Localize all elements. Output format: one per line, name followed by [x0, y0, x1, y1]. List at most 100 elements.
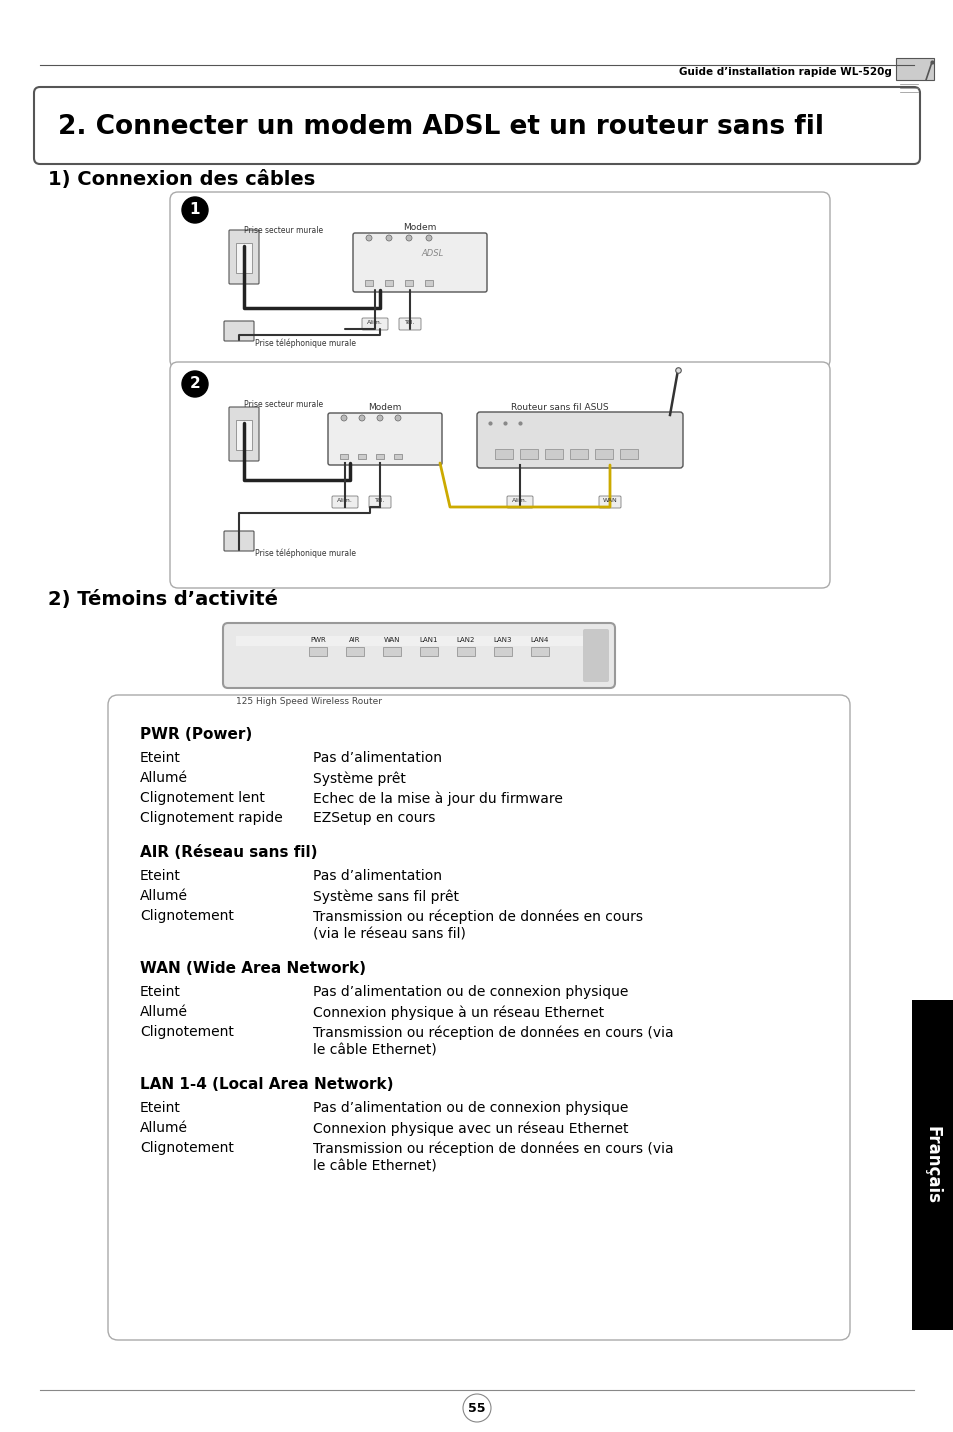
Text: Clignotement: Clignotement [140, 1141, 233, 1156]
Text: Clignotement: Clignotement [140, 909, 233, 924]
Text: (via le réseau sans fil): (via le réseau sans fil) [313, 927, 465, 941]
Text: le câble Ethernet): le câble Ethernet) [313, 1158, 436, 1173]
Text: LAN1: LAN1 [419, 637, 437, 643]
Bar [346, 647, 364, 656]
Bar [456, 647, 475, 656]
Text: Pas d’alimentation: Pas d’alimentation [313, 750, 441, 765]
Text: Eteint: Eteint [140, 869, 181, 884]
Text: Transmission ou réception de données en cours (via: Transmission ou réception de données en … [313, 1141, 673, 1156]
FancyBboxPatch shape [506, 495, 533, 508]
Bar [385, 281, 393, 286]
FancyBboxPatch shape [223, 623, 615, 687]
Text: WAN: WAN [383, 637, 400, 643]
Bar [519, 450, 537, 460]
Bar [424, 281, 433, 286]
Bar [531, 647, 548, 656]
Bar [495, 450, 513, 460]
Bar [365, 281, 373, 286]
Text: LAN4: LAN4 [530, 637, 549, 643]
Text: Guide d’installation rapide WL-520g: Guide d’installation rapide WL-520g [679, 67, 891, 77]
Text: ADSL: ADSL [421, 249, 444, 258]
Text: LAN2: LAN2 [456, 637, 475, 643]
Text: Prise secteur murale: Prise secteur murale [244, 226, 323, 235]
FancyBboxPatch shape [476, 412, 682, 468]
FancyBboxPatch shape [229, 231, 258, 284]
Text: Prise téléphonique murale: Prise téléphonique murale [254, 338, 355, 348]
Text: Allumé: Allumé [140, 889, 188, 904]
Circle shape [182, 198, 208, 223]
Text: Clignotement: Clignotement [140, 1025, 233, 1040]
Text: Pas d’alimentation ou de connexion physique: Pas d’alimentation ou de connexion physi… [313, 985, 628, 1000]
Text: Allumé: Allumé [140, 770, 188, 785]
Bar [339, 454, 348, 460]
FancyBboxPatch shape [170, 192, 829, 368]
Circle shape [395, 415, 400, 421]
Bar [235, 420, 252, 450]
Bar [619, 450, 638, 460]
FancyBboxPatch shape [108, 695, 849, 1340]
Circle shape [358, 415, 365, 421]
Text: Clignotement lent: Clignotement lent [140, 790, 265, 805]
FancyBboxPatch shape [170, 362, 829, 589]
Circle shape [340, 415, 347, 421]
Bar [494, 647, 512, 656]
FancyBboxPatch shape [328, 412, 441, 465]
Text: Prise téléphonique murale: Prise téléphonique murale [254, 548, 355, 557]
Text: AIR (Réseau sans fil): AIR (Réseau sans fil) [140, 845, 317, 861]
Text: 2) Témoins d’activité: 2) Témoins d’activité [48, 590, 277, 610]
Bar [309, 647, 327, 656]
Circle shape [386, 235, 392, 241]
Bar [382, 647, 400, 656]
Text: Transmission ou réception de données en cours: Transmission ou réception de données en … [313, 909, 642, 924]
Text: LAN 1-4 (Local Area Network): LAN 1-4 (Local Area Network) [140, 1077, 393, 1093]
Circle shape [406, 235, 412, 241]
Text: 55: 55 [468, 1402, 485, 1415]
Text: WAN: WAN [602, 498, 617, 504]
Bar [235, 243, 252, 274]
Bar [357, 454, 366, 460]
Circle shape [462, 1393, 491, 1422]
Text: WAN (Wide Area Network): WAN (Wide Area Network) [140, 961, 366, 977]
Bar [235, 636, 587, 646]
FancyBboxPatch shape [369, 495, 391, 508]
Bar [375, 454, 384, 460]
Text: AIR: AIR [349, 637, 360, 643]
Text: Connexion physique à un réseau Ethernet: Connexion physique à un réseau Ethernet [313, 1005, 603, 1020]
Text: EZSetup en cours: EZSetup en cours [313, 811, 435, 825]
Text: 1) Connexion des câbles: 1) Connexion des câbles [48, 170, 314, 189]
Circle shape [366, 235, 372, 241]
Text: 2: 2 [190, 377, 200, 391]
FancyBboxPatch shape [398, 318, 420, 329]
Text: Echec de la mise à jour du firmware: Echec de la mise à jour du firmware [313, 790, 562, 805]
Text: Alim.: Alim. [336, 498, 353, 504]
Text: Connexion physique avec un réseau Ethernet: Connexion physique avec un réseau Ethern… [313, 1121, 628, 1136]
Text: Clignotement rapide: Clignotement rapide [140, 811, 282, 825]
Text: Pas d’alimentation ou de connexion physique: Pas d’alimentation ou de connexion physi… [313, 1101, 628, 1116]
Text: Eteint: Eteint [140, 1101, 181, 1116]
FancyBboxPatch shape [353, 233, 486, 292]
Text: Routeur sans fil ASUS: Routeur sans fil ASUS [511, 402, 608, 412]
FancyBboxPatch shape [229, 407, 258, 461]
Text: Modem: Modem [403, 223, 436, 232]
FancyBboxPatch shape [224, 531, 253, 551]
Text: 1: 1 [190, 202, 200, 218]
Circle shape [426, 235, 432, 241]
Circle shape [182, 371, 208, 397]
FancyBboxPatch shape [361, 318, 388, 329]
Circle shape [376, 415, 382, 421]
Bar [569, 450, 587, 460]
Bar [895, 59, 933, 80]
Text: Tél.: Tél. [375, 498, 385, 504]
FancyBboxPatch shape [332, 495, 357, 508]
Text: le câble Ethernet): le câble Ethernet) [313, 1042, 436, 1057]
Text: Allumé: Allumé [140, 1005, 188, 1020]
Text: Modem: Modem [368, 402, 401, 412]
Text: 2. Connecter un modem ADSL et un routeur sans fil: 2. Connecter un modem ADSL et un routeur… [58, 115, 823, 140]
Text: Allumé: Allumé [140, 1121, 188, 1136]
FancyBboxPatch shape [224, 321, 253, 341]
Text: 125 High Speed Wireless Router: 125 High Speed Wireless Router [235, 697, 381, 706]
Bar [595, 450, 613, 460]
FancyBboxPatch shape [598, 495, 620, 508]
Text: Eteint: Eteint [140, 985, 181, 1000]
Text: Pas d’alimentation: Pas d’alimentation [313, 869, 441, 884]
